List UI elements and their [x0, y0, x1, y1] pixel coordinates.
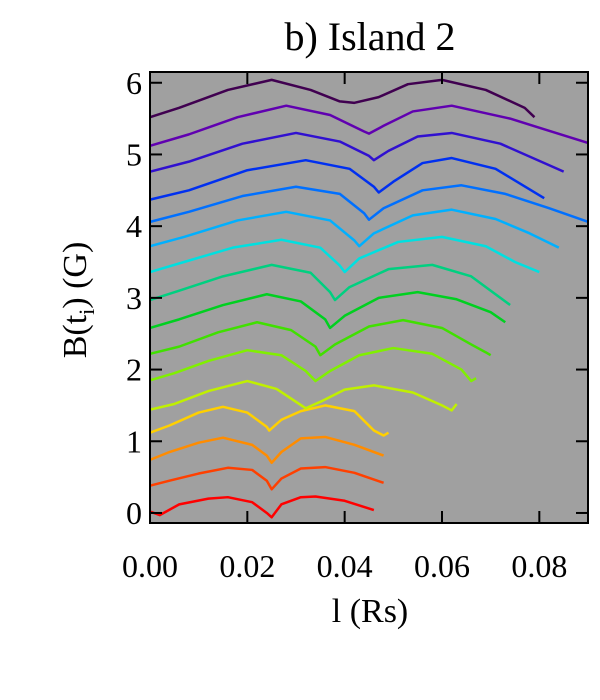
series-line [149, 184, 589, 224]
series-line [149, 404, 390, 437]
series-line [149, 156, 545, 201]
x-tick-label: 0.02 [219, 548, 275, 584]
x-tick-label: 0.06 [414, 548, 470, 584]
y-tick-label: 2 [126, 352, 142, 388]
chart-title: b) Island 2 [284, 14, 455, 59]
plot-background [150, 72, 588, 523]
y-axis-label-part: B(t [57, 314, 94, 358]
series-line [149, 346, 477, 383]
y-axis-label-part: ) (G) [57, 242, 94, 309]
y-axis-label: B(ti) (G) [57, 242, 99, 359]
y-tick-label: 3 [126, 280, 142, 316]
y-tick-label: 6 [126, 65, 142, 101]
x-tick-label: 0.00 [122, 548, 178, 584]
y-tick-label: 4 [126, 208, 142, 244]
x-axis-label: l (Rs) [332, 593, 409, 630]
series-line [149, 435, 385, 465]
y-tick-label: 5 [126, 136, 142, 172]
x-tick-label: 0.08 [511, 548, 567, 584]
series-line [149, 318, 492, 357]
series-line [149, 131, 565, 173]
series-line [149, 78, 536, 119]
series-line [149, 290, 506, 330]
x-tick-label: 0.04 [317, 548, 373, 584]
series-line [149, 235, 540, 274]
series-line [149, 379, 458, 412]
series-line [149, 208, 560, 249]
y-tick-label: 1 [126, 423, 142, 459]
series-line [149, 263, 511, 307]
y-axis-label-subscript: i [74, 309, 99, 315]
y-tick-label: 0 [126, 495, 142, 531]
series-line [149, 104, 589, 148]
series-line [149, 465, 385, 491]
plot-lines [149, 78, 589, 519]
series-line [149, 495, 375, 519]
